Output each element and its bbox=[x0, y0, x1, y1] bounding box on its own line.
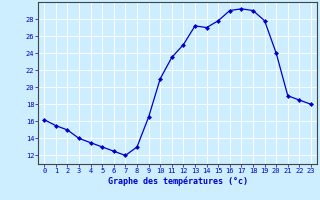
X-axis label: Graphe des températures (°c): Graphe des températures (°c) bbox=[108, 177, 248, 186]
